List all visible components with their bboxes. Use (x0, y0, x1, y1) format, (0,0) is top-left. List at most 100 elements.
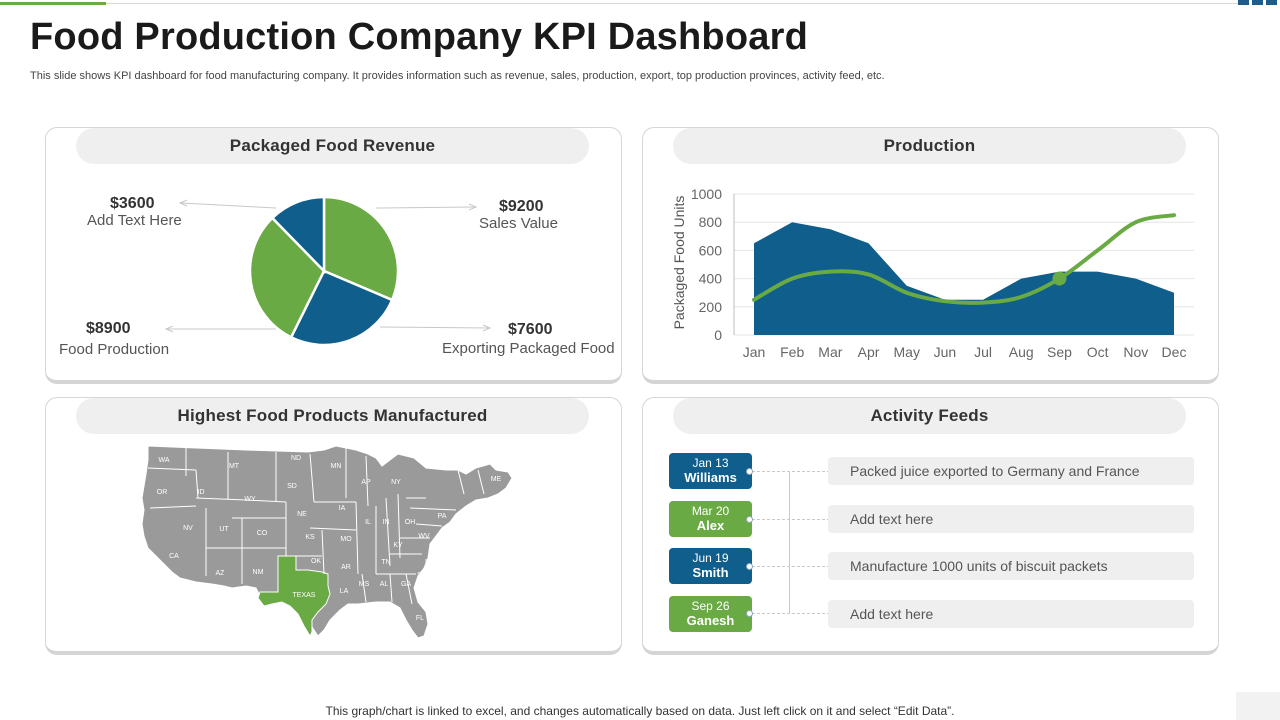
state-label-ms: MS (359, 581, 370, 588)
revenue-card: Packaged Food Revenue $3600 Add Text Her… (45, 127, 622, 384)
corner-mark-left (1238, 0, 1249, 5)
feed-connector-3 (752, 566, 830, 567)
feed-date-badge[interactable]: Mar 20 Alex (669, 501, 752, 537)
state-label-in: IN (383, 519, 390, 526)
feed-person: Smith (692, 565, 729, 580)
map-card: Highest Food Products Manufactured WA MT N… (45, 397, 622, 655)
state-label-ap: AP (361, 479, 371, 486)
pie-slice-3600[interactable] (270, 195, 326, 275)
feed-text[interactable]: Packed juice exported to Germany and Fra… (828, 457, 1194, 485)
activity-card-title: Activity Feeds (673, 398, 1186, 434)
arrowhead-9200 (468, 203, 478, 211)
production-area-chart[interactable]: 0 200 400 600 800 1000 Jan Feb Mar Apr May Jun Jul Au… (643, 128, 1220, 385)
pie-slice-9200[interactable] (322, 195, 400, 302)
feed-text[interactable]: Add text here (828, 505, 1194, 533)
state-label-me: ME (491, 476, 502, 483)
state-label-sd: SD (287, 483, 297, 490)
us-map[interactable]: WA MT ND MN OR ID SD WY AP NY ME NE IA NV UT CO KS MO IL IN… (46, 398, 623, 656)
corner-mark-right (1266, 0, 1277, 5)
footer-note: This graph/chart is linked to excel, and… (325, 704, 955, 718)
x-tick-label: Jan (743, 344, 766, 360)
feed-dot (746, 563, 753, 570)
feed-date: Jan 13 (692, 456, 729, 470)
corner-mark-middle (1252, 0, 1263, 5)
state-label-co: CO (257, 530, 268, 537)
x-tick-label: Nov (1123, 344, 1148, 360)
feed-date: Jun 19 (692, 551, 729, 565)
y-axis-title: Packaged Food Units (671, 196, 687, 330)
state-label-nm: NM (253, 569, 264, 576)
feed-text[interactable]: Add text here (828, 600, 1194, 628)
pie-slice-7600[interactable] (289, 269, 394, 347)
corner-box (1236, 692, 1280, 720)
state-label-fl: FL (416, 615, 424, 622)
y-tick-label: 200 (699, 299, 723, 315)
state-label-nv: NV (183, 525, 193, 532)
state-label-wv: WV (418, 533, 430, 540)
arrowhead-3600 (178, 199, 188, 207)
feed-dot (746, 468, 753, 475)
x-tick-label: Oct (1087, 344, 1109, 360)
state-label-la: LA (340, 588, 349, 595)
map-card-title: Highest Food Products Manufactured (76, 398, 589, 434)
feed-person: Williams (684, 470, 737, 485)
feed-date-badge[interactable]: Jun 19 Smith (669, 548, 752, 584)
feed-text[interactable]: Manufacture 1000 units of biscuit packet… (828, 552, 1194, 580)
state-label-nd: ND (291, 455, 301, 462)
feed-connector-4 (752, 613, 830, 614)
state-label-il: IL (365, 519, 371, 526)
state-label-ky: KY (393, 542, 403, 549)
top-accent-bar (0, 2, 106, 5)
production-card: Production 0 200 400 600 800 1000 Jan Feb Mar Apr… (642, 127, 1219, 384)
state-label-ga: GA (401, 581, 411, 588)
feed-dot (746, 610, 753, 617)
x-tick-label: Dec (1162, 344, 1187, 360)
page-title: Food Production Company KPI Dashboard (30, 16, 808, 58)
state-label-or: OR (157, 489, 168, 496)
us-map-outline (141, 445, 513, 639)
state-label-ne: NE (297, 511, 307, 518)
feed-connector-1 (752, 471, 830, 472)
revenue-label-2: Sales Value (479, 215, 558, 232)
production-line-series (752, 213, 1176, 305)
revenue-label-3: Food Production (59, 341, 170, 358)
x-tick-label: Jul (974, 344, 992, 360)
x-tick-label: May (894, 344, 920, 360)
revenue-value-3: $8900 (86, 320, 131, 337)
revenue-connectors (164, 199, 492, 333)
feed-date-badge[interactable]: Jan 13 Williams (669, 453, 752, 489)
state-label-ny: NY (391, 479, 401, 486)
feed-date: Sep 26 (691, 599, 730, 613)
page-subtitle: This slide shows KPI dashboard for food … (30, 70, 885, 82)
state-label-mn: MN (331, 463, 342, 470)
y-tick-label: 600 (699, 242, 723, 258)
highlight-point[interactable] (1052, 271, 1067, 286)
revenue-pie-chart[interactable] (46, 128, 623, 385)
us-state-labels: WA MT ND MN OR ID SD WY AP NY ME NE IA NV UT CO KS MO IL IN… (157, 455, 502, 622)
feed-date-badge[interactable]: Sep 26 Ganesh (669, 596, 752, 632)
activity-card: Activity Feeds Jan 13 Williams Packed ju… (642, 397, 1219, 655)
x-tick-label: Apr (858, 344, 880, 360)
revenue-pie-slices (248, 195, 400, 347)
state-label-nc: NC (425, 559, 435, 566)
top-rule (0, 3, 1250, 4)
arrowhead-8900 (164, 325, 174, 333)
state-label-ia: IA (339, 505, 346, 512)
connector-3600 (180, 202, 277, 209)
revenue-label-4: Exporting Packaged Food (442, 340, 615, 357)
feed-connector-2 (752, 519, 830, 520)
production-card-title: Production (673, 128, 1186, 164)
state-label-al: AL (380, 581, 389, 588)
connector-7600 (379, 326, 491, 329)
x-tick-label: Feb (780, 344, 804, 360)
feed-date: Mar 20 (691, 504, 730, 518)
revenue-value-1: $3600 (110, 195, 155, 212)
revenue-value-2: $9200 (499, 198, 544, 215)
state-label-wa: WA (158, 457, 169, 464)
pie-slice-8900[interactable] (248, 216, 326, 339)
connector-9200 (375, 206, 477, 209)
revenue-label-1: Add Text Here (87, 212, 182, 229)
state-label-ar: AR (341, 564, 351, 571)
state-label-mo: MO (340, 536, 352, 543)
y-tick-label: 800 (699, 214, 723, 230)
